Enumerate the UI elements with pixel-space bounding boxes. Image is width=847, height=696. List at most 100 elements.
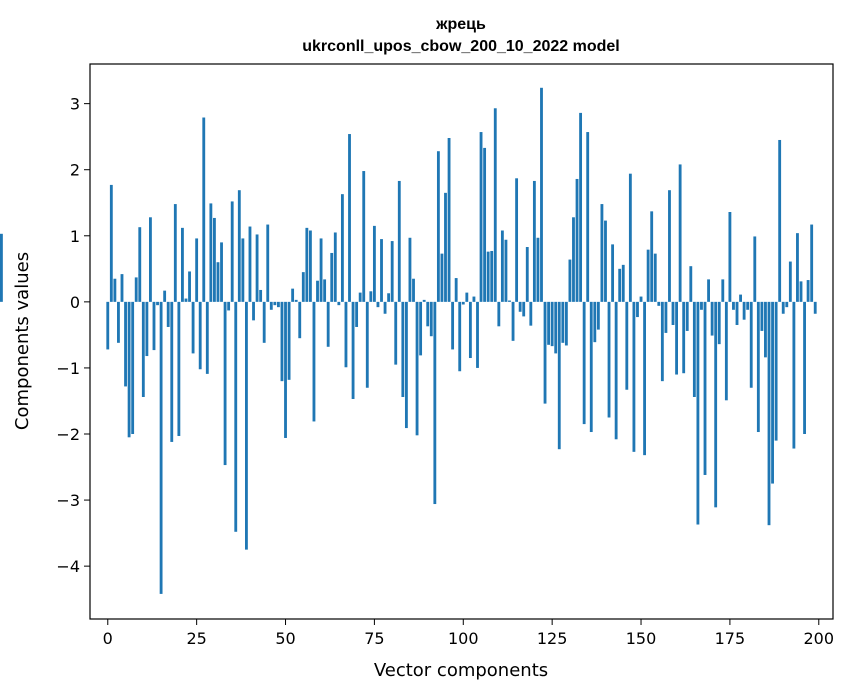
x-tick-label: 25: [186, 629, 206, 648]
bar: [564, 301, 568, 346]
bar: [113, 278, 117, 302]
bar: [326, 301, 330, 347]
bar: [319, 238, 323, 302]
bar: [216, 262, 220, 302]
bar: [0, 233, 3, 302]
bar: [444, 192, 447, 302]
y-tick-label: −3: [56, 491, 80, 510]
bar: [561, 301, 565, 343]
bar: [685, 301, 689, 331]
plot-frame: [89, 63, 834, 620]
bar: [742, 301, 746, 320]
bar: [355, 301, 359, 327]
y-axis: −4 −3 −2 −1 0 1 2 3: [56, 95, 90, 576]
bar: [625, 301, 629, 390]
bar: [689, 266, 693, 302]
y-tick-label: −4: [56, 557, 80, 576]
bar-series: [0, 87, 817, 594]
bar: [358, 292, 362, 302]
bar: [291, 288, 295, 302]
bar: [486, 251, 490, 302]
bar: [696, 301, 700, 525]
bar: [262, 301, 266, 343]
bar: [735, 301, 739, 325]
bar: [248, 226, 252, 302]
bar: [245, 301, 248, 550]
bar: [426, 301, 430, 327]
bar: [465, 292, 469, 302]
bar: [717, 301, 721, 345]
bar: [529, 301, 533, 326]
bar: [703, 301, 707, 475]
bar: [284, 301, 287, 438]
bar: [650, 211, 654, 302]
bar: [668, 190, 671, 302]
bar: [621, 264, 625, 302]
bar: [476, 301, 479, 368]
bar: [724, 301, 728, 401]
bar: [653, 253, 657, 302]
bar: [671, 301, 675, 325]
x-axis: 0 25 50 75 100 125 150 175 200: [103, 619, 834, 648]
bar: [188, 271, 191, 302]
bar: [252, 301, 255, 321]
bar: [813, 301, 817, 314]
bar: [600, 204, 604, 302]
bar: [543, 301, 547, 404]
bar: [134, 277, 138, 302]
bar: [369, 291, 373, 302]
x-tick-label: 100: [448, 629, 479, 648]
bar: [518, 301, 522, 312]
bar: [611, 244, 615, 302]
bar: [312, 301, 316, 422]
bar: [138, 227, 142, 302]
bar: [323, 279, 327, 302]
bar: [774, 301, 778, 441]
bar: [781, 301, 785, 314]
bar: [468, 301, 472, 359]
x-tick-label: 175: [715, 629, 746, 648]
bar: [394, 301, 398, 365]
bar: [515, 178, 519, 302]
bar: [785, 301, 789, 308]
bar: [415, 301, 419, 436]
bar: [753, 236, 757, 302]
bar: [618, 268, 622, 302]
bar: [383, 301, 387, 314]
bar: [440, 253, 444, 302]
bar: [305, 227, 309, 302]
bar: [692, 301, 696, 397]
bar: [166, 301, 170, 327]
bar: [636, 301, 639, 318]
bar: [273, 301, 277, 306]
bar: [163, 290, 167, 302]
bar: [511, 301, 515, 341]
bar: [372, 225, 376, 302]
bar: [205, 301, 209, 374]
bar: [788, 261, 792, 302]
bar: [483, 147, 487, 302]
bar: [767, 301, 771, 526]
bar: [810, 224, 814, 302]
bar: [259, 289, 263, 302]
bar: [117, 301, 120, 343]
bar: [454, 278, 458, 302]
bar: [575, 178, 579, 302]
bar: [177, 301, 181, 436]
bar: [276, 301, 280, 308]
bar: [362, 171, 366, 302]
bar: [269, 301, 273, 310]
bar: [497, 301, 501, 327]
bar: [721, 279, 725, 302]
bar: [433, 301, 437, 505]
bar: [436, 151, 440, 302]
bar: [500, 230, 504, 302]
bar: [120, 274, 124, 302]
bar: [376, 301, 380, 308]
x-tick-label: 0: [103, 629, 113, 648]
bar: [479, 132, 483, 302]
bar: [714, 301, 718, 508]
bar: [660, 301, 664, 382]
bar: [589, 301, 593, 433]
bar: [191, 301, 195, 354]
